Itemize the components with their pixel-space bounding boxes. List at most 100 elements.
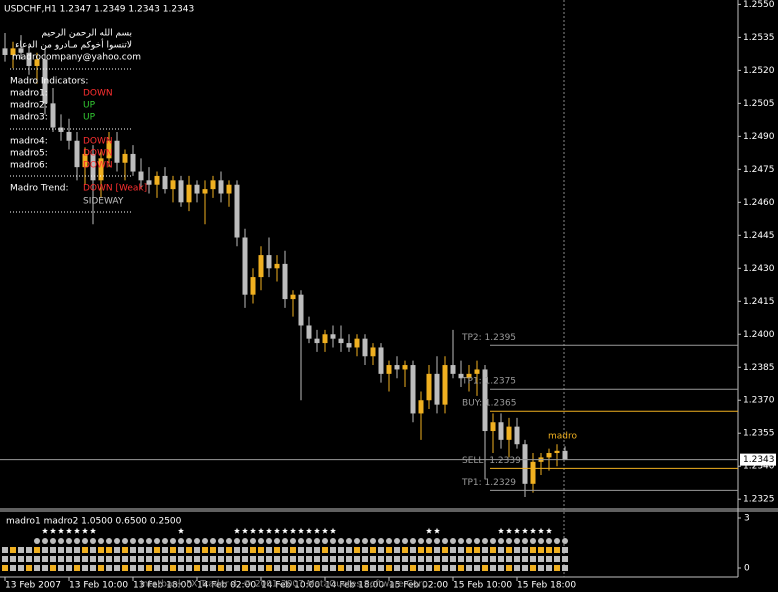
- signal-cell: [450, 565, 456, 571]
- signal-cell: [266, 556, 272, 562]
- signal-cell: [202, 556, 208, 562]
- signal-cell: [138, 565, 144, 571]
- signal-dot: [202, 538, 208, 544]
- signal-cell: [42, 565, 48, 571]
- signal-dot: [346, 538, 352, 544]
- candle-body: [450, 365, 456, 374]
- signal-cell: [434, 565, 440, 571]
- signal-cell: [330, 556, 336, 562]
- signal-cell: [74, 565, 80, 571]
- candle-body: [402, 365, 408, 370]
- signal-cell: [346, 556, 352, 562]
- candle-body: [226, 184, 232, 194]
- candle-body: [58, 127, 64, 132]
- signal-dot: [274, 538, 280, 544]
- signal-cell: [258, 556, 264, 562]
- signal-cell: [106, 556, 112, 562]
- signal-cell: [2, 556, 8, 562]
- signal-star: [306, 527, 312, 534]
- candle-body: [138, 171, 144, 181]
- signal-cell: [322, 556, 328, 562]
- signal-star: [498, 527, 504, 534]
- signal-cell: [410, 556, 416, 562]
- signal-cell: [386, 556, 392, 562]
- signal-dot: [354, 538, 360, 544]
- signal-dot: [394, 538, 400, 544]
- candle-body: [434, 373, 440, 405]
- x-tick-label: 14 Feb 18:00: [325, 581, 384, 591]
- signal-dot: [218, 538, 224, 544]
- signal-dot: [402, 538, 408, 544]
- signal-cell: [162, 547, 168, 553]
- signal-cell: [58, 565, 64, 571]
- y-tick-label: 1.2475: [743, 165, 775, 175]
- candle-body: [202, 189, 208, 194]
- y-tick-label: 1.2340: [743, 462, 775, 472]
- y-tick-label: 1.2430: [743, 264, 775, 274]
- signal-cell: [10, 565, 16, 571]
- signal-cell: [498, 565, 504, 571]
- signal-dot: [82, 538, 88, 544]
- signal-dot: [130, 538, 136, 544]
- signal-cell: [514, 556, 520, 562]
- signal-star: [434, 527, 440, 534]
- level-label: TP2: 1.2395: [461, 333, 516, 343]
- signal-cell: [2, 565, 8, 571]
- signal-cell: [162, 556, 168, 562]
- signal-cell: [458, 547, 464, 553]
- candle-body: [506, 426, 512, 440]
- signal-dot: [490, 538, 496, 544]
- signal-cell: [58, 556, 64, 562]
- signal-cell: [402, 565, 408, 571]
- signal-star: [82, 527, 88, 534]
- signal-cell: [114, 565, 120, 571]
- signal-cell: [162, 565, 168, 571]
- signal-cell: [282, 547, 288, 553]
- signal-star: [234, 527, 240, 534]
- signal-cell: [370, 565, 376, 571]
- indicator-name: madro1:: [10, 89, 48, 99]
- candle-body: [178, 180, 184, 203]
- signal-cell: [114, 547, 120, 553]
- signal-cell: [314, 547, 320, 553]
- signal-dot: [178, 538, 184, 544]
- annotation: madro: [548, 432, 577, 442]
- signal-cell: [306, 556, 312, 562]
- candle-body: [274, 263, 280, 269]
- candle-body: [74, 140, 80, 168]
- signal-cell: [490, 565, 496, 571]
- signal-cell: [34, 565, 40, 571]
- signal-cell: [322, 565, 328, 571]
- signal-cell: [146, 556, 152, 562]
- signal-cell: [426, 565, 432, 571]
- candle-body: [298, 294, 304, 326]
- signal-cell: [498, 556, 504, 562]
- signal-cell: [90, 547, 96, 553]
- signal-cell: [538, 547, 544, 553]
- signal-cell: [338, 565, 344, 571]
- candle-body: [10, 48, 16, 55]
- candle-body: [426, 373, 432, 401]
- candle-body: [154, 175, 160, 185]
- signal-cell: [546, 547, 552, 553]
- signal-star: [322, 527, 328, 534]
- signal-cell: [490, 556, 496, 562]
- indicator-name: madro5:: [10, 149, 48, 159]
- signal-cell: [282, 565, 288, 571]
- x-tick-label: 13 Feb 2007: [5, 581, 61, 591]
- chart-title: USDCHF,H1 1.2347 1.2349 1.2343 1.2343: [4, 5, 194, 15]
- signal-dot: [370, 538, 376, 544]
- signal-cell: [82, 565, 88, 571]
- signal-star: [42, 527, 48, 534]
- signal-cell: [242, 547, 248, 553]
- signal-cell: [466, 547, 472, 553]
- signal-cell: [178, 556, 184, 562]
- y-tick-label: 1.2400: [743, 330, 775, 340]
- candle-body: [482, 369, 488, 432]
- y-tick-label: 3: [744, 514, 750, 524]
- x-tick-label: 15 Feb 02:00: [389, 581, 448, 591]
- overlay-line: لاتنسوا أخوكم مـادرو من الدعاء: [15, 39, 132, 51]
- current-price-box: [740, 453, 776, 466]
- candle-body: [514, 426, 520, 445]
